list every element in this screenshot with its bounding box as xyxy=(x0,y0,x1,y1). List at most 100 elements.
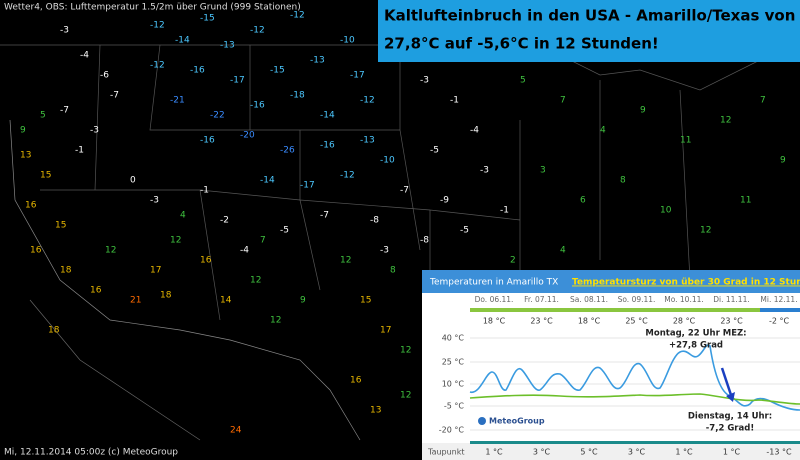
station-value: -17 xyxy=(350,71,365,81)
day-strip xyxy=(760,308,800,312)
stations: -3-4-6-7-7-3-159-12-14-15-13-12-12-12 -16… xyxy=(20,11,786,436)
station-value: 4 xyxy=(180,211,186,221)
dew-value: 1 °C xyxy=(675,448,693,457)
station-value: 12 xyxy=(400,346,411,356)
station-value: -17 xyxy=(300,181,315,191)
station-value: -7 xyxy=(110,91,119,101)
station-value: -12 xyxy=(290,11,305,21)
station-value: -7 xyxy=(60,106,69,116)
dew-strip xyxy=(470,441,800,444)
headline-box xyxy=(378,0,800,62)
station-value: 7 xyxy=(260,236,266,246)
max-temp: 25 °C xyxy=(625,317,648,326)
station-value: 9 xyxy=(780,156,786,166)
station-value: 4 xyxy=(600,126,606,136)
station-value: 12 xyxy=(105,246,116,256)
station-value: -3 xyxy=(150,196,159,206)
station-value: 9 xyxy=(300,296,306,306)
station-value: -7 xyxy=(320,211,329,221)
day-label: Fr. 07.11. xyxy=(524,295,559,304)
axis-label: -20 °C xyxy=(439,426,465,435)
day-label: Do. 06.11. xyxy=(475,295,514,304)
station-value: -13 xyxy=(220,41,235,51)
station-value: -26 xyxy=(280,146,295,156)
station-value: 3 xyxy=(540,166,546,176)
max-temp: 28 °C xyxy=(673,317,696,326)
station-value: 14 xyxy=(220,296,232,306)
axis-label: 40 °C xyxy=(442,334,465,343)
note: +27,8 Grad xyxy=(669,341,723,351)
station-value: 12 xyxy=(250,276,261,286)
station-value: -3 xyxy=(480,166,489,176)
day-label: Mi. 12.11. xyxy=(760,295,797,304)
station-value: 17 xyxy=(150,266,161,276)
station-value: -9 xyxy=(440,196,449,206)
station-value: -13 xyxy=(310,56,325,66)
station-value: -14 xyxy=(260,176,275,186)
station-value: -5 xyxy=(430,146,439,156)
dew-label: Taupunkt xyxy=(427,448,465,457)
arrow-head xyxy=(726,392,735,402)
station-value: -10 xyxy=(340,36,355,46)
max-temp: 18 °C xyxy=(483,317,506,326)
station-value: 7 xyxy=(560,96,566,106)
station-value: 15 xyxy=(55,221,66,231)
station-value: 7 xyxy=(760,96,766,106)
station-value: 18 xyxy=(60,266,72,276)
station-value: 24 xyxy=(230,426,242,436)
station-value: 5 xyxy=(40,111,46,121)
station-value: -18 xyxy=(290,91,305,101)
station-value: 15 xyxy=(40,171,51,181)
station-value: -12 xyxy=(250,26,265,36)
station-value: 6 xyxy=(580,196,586,206)
station-value: -16 xyxy=(190,66,205,76)
logo-icon xyxy=(478,417,486,425)
station-value: -12 xyxy=(360,96,375,106)
station-value: -8 xyxy=(370,216,379,226)
station-value: 8 xyxy=(390,266,396,276)
note: -7,2 Grad! xyxy=(706,424,754,434)
station-value: 12 xyxy=(270,316,281,326)
station-value: -3 xyxy=(420,76,429,86)
station-value: 16 xyxy=(25,201,37,211)
inset-title: Temperaturen in Amarillo TX xyxy=(429,278,558,288)
inset-columns: 40 °C 25 °C 10 °C -5 °C -20 °C Do. 06.11. 18 °… xyxy=(439,295,798,457)
day-label: Sa. 08.11. xyxy=(570,295,608,304)
station-value: -13 xyxy=(360,136,375,146)
station-value: 9 xyxy=(640,106,646,116)
dew-value: 1 °C xyxy=(485,448,503,457)
station-value: 18 xyxy=(160,291,172,301)
dew-value: 1 °C xyxy=(723,448,741,457)
station-value: 12 xyxy=(170,236,181,246)
dew-value: 5 °C xyxy=(580,448,598,457)
inset: Temperaturen in Amarillo TX Temperaturst… xyxy=(422,270,800,460)
station-value: -8 xyxy=(420,236,429,246)
station-value: -3 xyxy=(380,246,389,256)
note: Dienstag, 14 Uhr: xyxy=(688,412,772,422)
day-label: Mo. 10.11. xyxy=(664,295,704,304)
station-value: -12 xyxy=(340,171,355,181)
station-value: -5 xyxy=(280,226,289,236)
station-value: 21 xyxy=(130,296,141,306)
station-value: 16 xyxy=(90,286,102,296)
headline: 27,8°C auf -5,6°C in 12 Stunden! xyxy=(384,35,659,53)
station-value: 13 xyxy=(370,406,381,416)
dew-value: -13 °C xyxy=(766,448,792,457)
station-value: -14 xyxy=(175,36,190,46)
dew-value: 3 °C xyxy=(628,448,646,457)
station-value: -1 xyxy=(450,96,459,106)
station-value: 11 xyxy=(680,136,691,146)
station-value: -3 xyxy=(60,26,69,36)
station-value: -4 xyxy=(80,51,89,61)
caption: Wetter4, OBS: Lufttemperatur 1.5/2m über… xyxy=(4,3,301,13)
dew-value: 3 °C xyxy=(533,448,551,457)
station-value: -16 xyxy=(250,101,265,111)
station-value: -17 xyxy=(230,76,245,86)
footer: Mi, 12.11.2014 05:00z (c) MeteoGroup xyxy=(4,448,178,458)
inset-link[interactable]: Temperatursturz von über 30 Grad in 12 S… xyxy=(572,278,800,288)
station-value: 10 xyxy=(660,206,672,216)
station-value: 12 xyxy=(400,391,411,401)
station-value: 12 xyxy=(720,116,731,126)
station-value: 4 xyxy=(560,246,566,256)
